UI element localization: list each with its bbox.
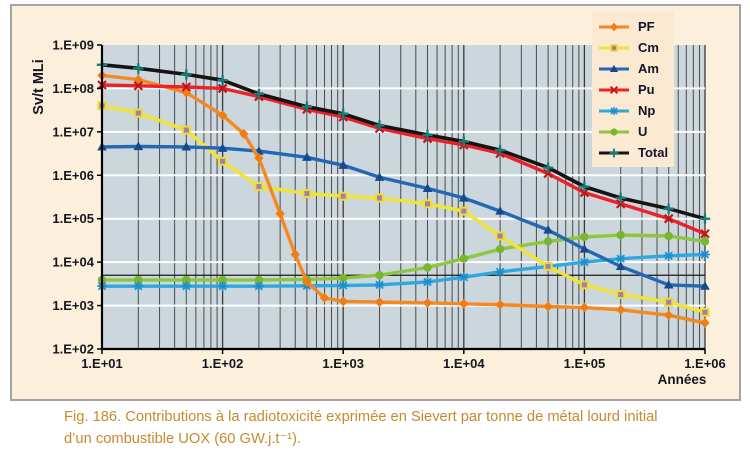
legend-swatch-Cm: [599, 43, 629, 52]
caption-line-2: d’un combustible UOX (60 GW.j.t⁻¹).: [64, 430, 302, 447]
legend-item-PF: PF: [592, 16, 674, 37]
legend: PF Cm Am Pu Np U Total: [592, 12, 674, 167]
y-tick-label: 1.E+07: [52, 124, 94, 139]
legend-label-PF: PF: [638, 19, 655, 34]
legend-label-Total: Total: [638, 145, 669, 160]
legend-label-Am: Am: [638, 61, 659, 76]
figure-caption: Fig. 186. Contributions à la radiotoxici…: [64, 407, 724, 450]
legend-label-Np: Np: [638, 103, 656, 118]
legend-item-U: U: [592, 121, 674, 142]
legend-swatch-Np: [599, 106, 629, 115]
legend-label-U: U: [638, 124, 648, 139]
legend-swatch-Total: [599, 148, 629, 157]
x-axis-unit-label: Années: [657, 372, 707, 387]
legend-swatch-U: [599, 127, 629, 136]
y-tick-label: 1.E+08: [52, 81, 94, 96]
y-tick-label: 1.E+06: [52, 168, 94, 183]
caption-line-1: Fig. 186. Contributions à la radiotoxici…: [64, 409, 658, 425]
legend-item-Total: Total: [592, 142, 674, 163]
legend-item-Cm: Cm: [592, 37, 674, 58]
x-tick-label: 1.E+06: [684, 356, 726, 371]
legend-swatch-Pu: [599, 85, 629, 94]
figure-container: 1.E+02 1.E+03 1.E+04 1.E+05 1.E+06 1.E+07 1.E+…: [10, 4, 741, 401]
legend-item-Np: Np: [592, 100, 674, 121]
series-U: [97, 230, 710, 285]
x-tick-label: 1.E+05: [564, 356, 606, 371]
y-tick-label: 1.E+03: [52, 298, 94, 313]
series-Cm: [97, 101, 710, 317]
legend-swatch-Am: [599, 64, 629, 72]
x-tick-label: 1.E+01: [81, 356, 123, 371]
legend-label-Cm: Cm: [638, 40, 659, 55]
axes: [97, 44, 706, 354]
y-tick-label: 1.E+02: [52, 342, 94, 357]
series-Am: [97, 141, 710, 290]
legend-item-Pu: Pu: [592, 79, 674, 100]
x-tick-label: 1.E+02: [202, 356, 244, 371]
legend-label-Pu: Pu: [638, 82, 655, 97]
y-axis-title: Sv/t MLi: [31, 59, 47, 115]
legend-swatch-PF: [599, 22, 629, 31]
x-tick-label: 1.E+03: [322, 356, 364, 371]
y-tick-label: 1.E+09: [52, 38, 94, 53]
x-tick-label: 1.E+04: [443, 356, 485, 371]
y-tick-label: 1.E+04: [52, 255, 94, 270]
series-Total: [96, 59, 711, 224]
legend-item-Am: Am: [592, 58, 674, 79]
y-tick-label: 1.E+05: [52, 211, 94, 226]
